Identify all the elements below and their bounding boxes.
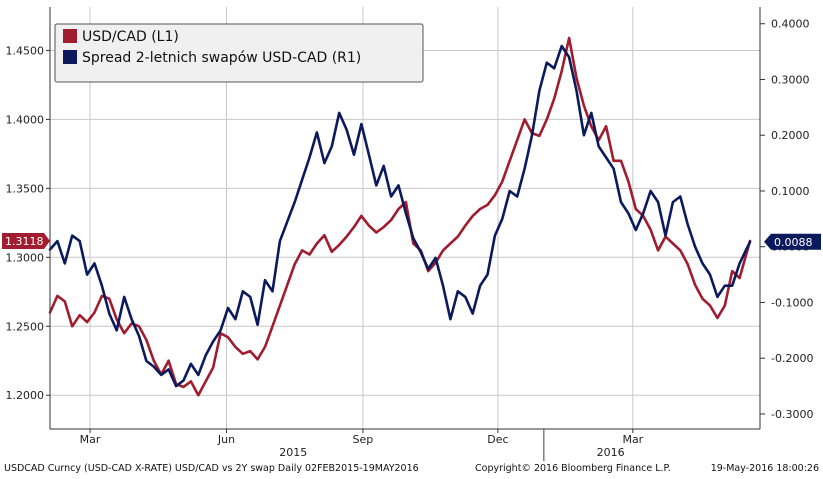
x-tick-label: Dec [487, 433, 508, 446]
footer-description: USDCAD Curncy (USD-CAD X-RATE) USD/CAD v… [4, 463, 419, 474]
x-tick-label: Jun [217, 433, 235, 446]
series-line-swap-spread [48, 44, 752, 388]
x-tick-label: Mar [622, 433, 643, 446]
left-tick-label: 1.3000 [6, 251, 45, 264]
series-line-usdcad [48, 36, 752, 397]
left-tick-label: 1.2500 [6, 320, 45, 333]
x-year-label: 2016 [597, 446, 625, 459]
right-axis: -0.3000-0.2000-0.10000.00000.10000.20000… [759, 7, 813, 429]
legend-swatch [63, 50, 77, 64]
right-tick-label: -0.3000 [771, 408, 813, 421]
last-value-labels: 1.3118 0.0088 [2, 233, 821, 250]
legend-box [54, 23, 424, 83]
left-tick-label: 1.3500 [6, 182, 45, 195]
series-lines [48, 36, 752, 397]
footer-copyright: Copyright© 2016 Bloomberg Finance L.P. [475, 463, 671, 474]
right-tick-label: 0.3000 [771, 73, 810, 86]
legend: USD/CAD (L1) Spread 2-letnich swapów USD-… [54, 23, 424, 83]
right-tick-label: -0.1000 [771, 296, 813, 309]
left-tick-label: 1.4500 [6, 44, 45, 57]
x-tick-label: Mar [80, 433, 101, 446]
right-tick-label: 0.4000 [771, 18, 810, 31]
last-value-text-usdcad: 1.3118 [5, 235, 44, 248]
last-value-text-spread: 0.0088 [774, 236, 813, 249]
x-year-label: 2015 [279, 446, 307, 459]
right-tick-label: 0.2000 [771, 129, 810, 142]
x-axis: Mar Jun Sep Dec Mar 2015 2016 [50, 428, 760, 461]
last-value-badge-spread [764, 233, 821, 250]
right-tick-label: 0.1000 [771, 185, 810, 198]
right-tick-label: -0.2000 [771, 352, 813, 365]
left-tick-label: 1.4000 [6, 113, 45, 126]
legend-swatch [63, 29, 77, 43]
footer-timestamp: 19-May-2016 18:00:26 [710, 463, 819, 474]
x-tick-label: Sep [353, 433, 374, 446]
legend-label: USD/CAD (L1) [82, 29, 179, 45]
left-axis: 1.2000 1.2500 1.3000 1.3500 1.4000 1.4500 [6, 7, 51, 429]
last-value-badge-usdcad [2, 233, 50, 250]
left-tick-label: 1.2000 [6, 389, 45, 402]
legend-label: Spread 2-letnich swapów USD-CAD (R1) [82, 50, 361, 66]
